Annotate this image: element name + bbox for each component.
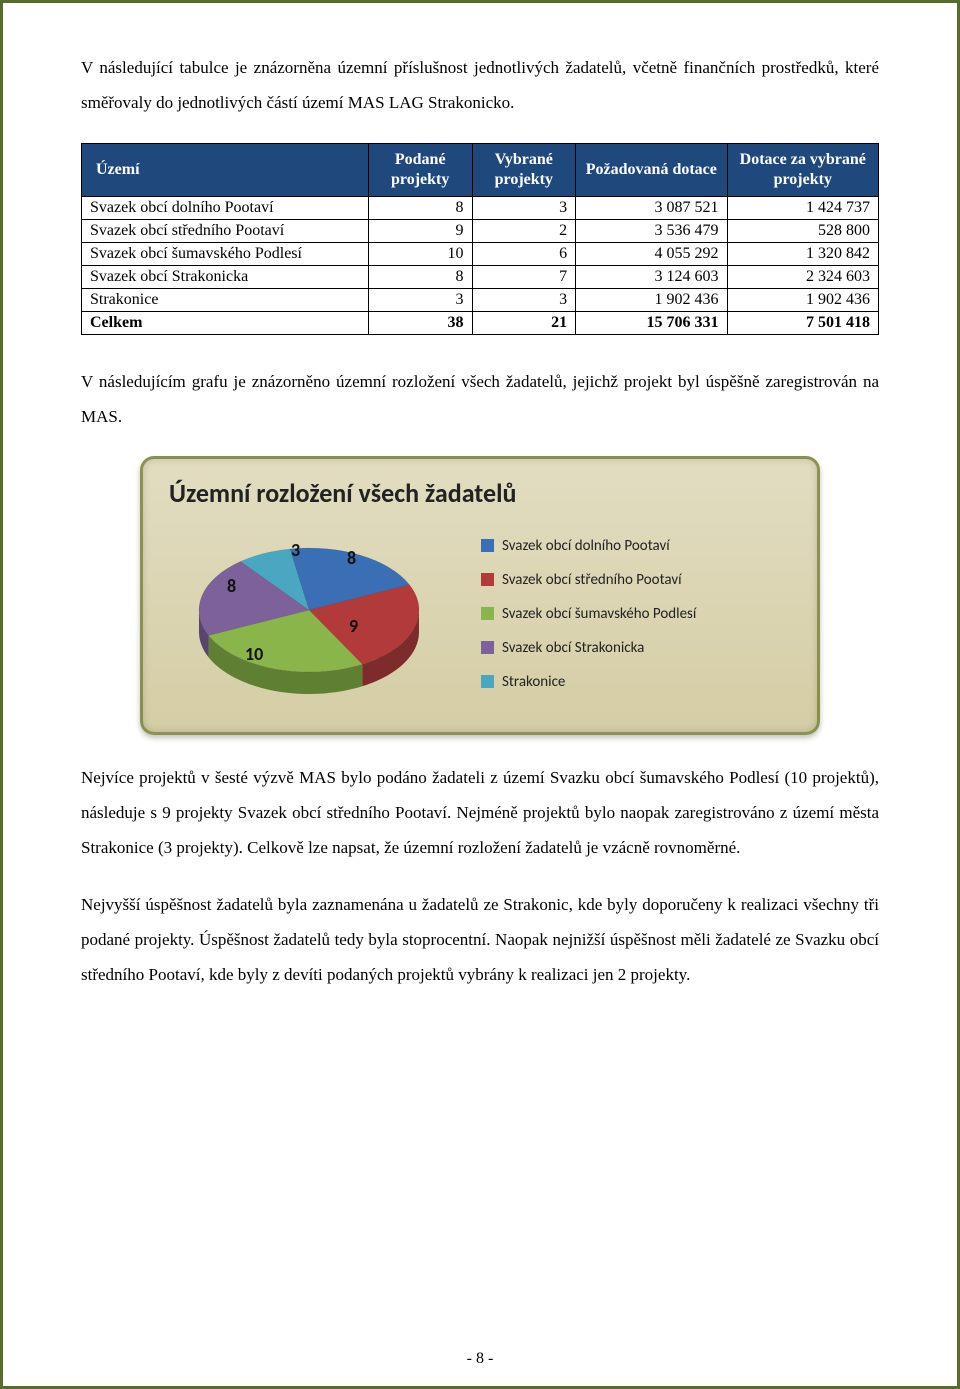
- table-cell: 3 536 479: [576, 219, 727, 242]
- table-cell: 21: [472, 311, 576, 334]
- pie-chart-box: Územní rozložení všech žadatelů 8 9 10 8 3 S…: [140, 456, 820, 735]
- table-row: Strakonice331 902 4361 902 436: [82, 288, 879, 311]
- pie-value-label: 9: [349, 615, 358, 637]
- table-cell: 2: [472, 219, 576, 242]
- table-cell: Svazek obcí šumavského Podlesí: [82, 242, 369, 265]
- th-selected: Vybrané projekty: [472, 143, 576, 196]
- th-submitted: Podané projekty: [368, 143, 472, 196]
- legend-swatch: [481, 539, 494, 552]
- table-cell: 8: [368, 265, 472, 288]
- legend-label: Svazek obcí Strakonicka: [502, 639, 644, 657]
- table-total-row: Celkem382115 706 3317 501 418: [82, 311, 879, 334]
- legend-label: Svazek obcí dolního Pootaví: [502, 537, 670, 555]
- table-cell: Svazek obcí středního Pootaví: [82, 219, 369, 242]
- table-cell: 9: [368, 219, 472, 242]
- legend-swatch: [481, 641, 494, 654]
- table-cell: 10: [368, 242, 472, 265]
- paragraph-analysis-2: Nejvyšší úspěšnost žadatelů byla zazname…: [81, 888, 879, 993]
- table-cell: 1 902 436: [576, 288, 727, 311]
- pie-chart: 8 9 10 8 3: [159, 525, 459, 710]
- legend-item: Svazek obcí šumavského Podlesí: [481, 605, 801, 623]
- table-cell: 7 501 418: [727, 311, 878, 334]
- table-cell: 3 124 603: [576, 265, 727, 288]
- legend-item: Strakonice: [481, 673, 801, 691]
- chart-legend: Svazek obcí dolního Pootaví Svazek obcí s…: [481, 529, 801, 707]
- legend-label: Strakonice: [502, 673, 565, 691]
- th-granted: Dotace za vybrané projekty: [727, 143, 878, 196]
- table-cell: 3: [368, 288, 472, 311]
- table-cell: 7: [472, 265, 576, 288]
- table-cell: 2 324 603: [727, 265, 878, 288]
- table-cell: 1 424 737: [727, 196, 878, 219]
- legend-swatch: [481, 675, 494, 688]
- pie-value-label: 10: [245, 643, 263, 665]
- th-requested: Požadovaná dotace: [576, 143, 727, 196]
- territory-table: Území Podané projekty Vybrané projekty P…: [81, 143, 879, 335]
- table-row: Svazek obcí šumavského Podlesí1064 055 2…: [82, 242, 879, 265]
- table-cell: Svazek obcí dolního Pootaví: [82, 196, 369, 219]
- table-cell: 3: [472, 196, 576, 219]
- table-row: Svazek obcí středního Pootaví923 536 479…: [82, 219, 879, 242]
- table-cell: 15 706 331: [576, 311, 727, 334]
- table-cell: 6: [472, 242, 576, 265]
- table-cell: Svazek obcí Strakonicka: [82, 265, 369, 288]
- legend-swatch: [481, 573, 494, 586]
- table-cell: Celkem: [82, 311, 369, 334]
- table-cell: 3: [472, 288, 576, 311]
- paragraph-chart-intro: V následujícím grafu je znázorněno územn…: [81, 365, 879, 435]
- legend-label: Svazek obcí středního Pootaví: [502, 571, 682, 589]
- th-territory: Území: [82, 143, 369, 196]
- table-cell: 1 320 842: [727, 242, 878, 265]
- legend-label: Svazek obcí šumavského Podlesí: [502, 605, 696, 623]
- pie-value-label: 3: [291, 539, 300, 561]
- table-cell: Strakonice: [82, 288, 369, 311]
- table-cell: 38: [368, 311, 472, 334]
- pie-value-label: 8: [347, 547, 356, 569]
- table-row: Svazek obcí Strakonicka873 124 6032 324 …: [82, 265, 879, 288]
- legend-swatch: [481, 607, 494, 620]
- table-cell: 1 902 436: [727, 288, 878, 311]
- table-row: Svazek obcí dolního Pootaví833 087 5211 …: [82, 196, 879, 219]
- table-cell: 8: [368, 196, 472, 219]
- table-cell: 3 087 521: [576, 196, 727, 219]
- legend-item: Svazek obcí Strakonicka: [481, 639, 801, 657]
- page-number: - 8 -: [3, 1350, 957, 1368]
- legend-item: Svazek obcí dolního Pootaví: [481, 537, 801, 555]
- pie-value-label: 8: [227, 575, 236, 597]
- table-header-row: Území Podané projekty Vybrané projekty P…: [82, 143, 879, 196]
- chart-title: Územní rozložení všech žadatelů: [169, 477, 801, 509]
- table-cell: 528 800: [727, 219, 878, 242]
- paragraph-intro: V následující tabulce je znázorněna územ…: [81, 51, 879, 121]
- paragraph-analysis-1: Nejvíce projektů v šesté výzvě MAS bylo …: [81, 761, 879, 866]
- legend-item: Svazek obcí středního Pootaví: [481, 571, 801, 589]
- table-cell: 4 055 292: [576, 242, 727, 265]
